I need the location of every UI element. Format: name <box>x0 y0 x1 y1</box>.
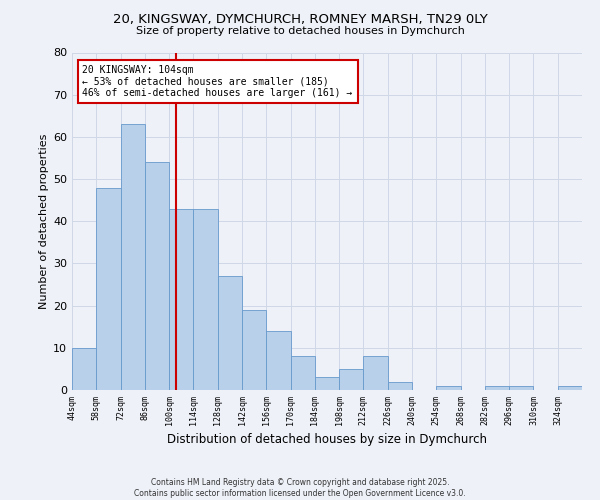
Bar <box>169 208 193 390</box>
Bar <box>145 162 169 390</box>
Bar <box>485 386 509 390</box>
Bar <box>121 124 145 390</box>
Bar <box>242 310 266 390</box>
Bar <box>558 386 582 390</box>
Bar <box>364 356 388 390</box>
Text: 20, KINGSWAY, DYMCHURCH, ROMNEY MARSH, TN29 0LY: 20, KINGSWAY, DYMCHURCH, ROMNEY MARSH, T… <box>113 12 487 26</box>
X-axis label: Distribution of detached houses by size in Dymchurch: Distribution of detached houses by size … <box>167 433 487 446</box>
Bar <box>509 386 533 390</box>
Bar <box>72 348 96 390</box>
Text: Size of property relative to detached houses in Dymchurch: Size of property relative to detached ho… <box>136 26 464 36</box>
Text: 20 KINGSWAY: 104sqm
← 53% of detached houses are smaller (185)
46% of semi-detac: 20 KINGSWAY: 104sqm ← 53% of detached ho… <box>82 65 353 98</box>
Bar <box>315 378 339 390</box>
Bar <box>218 276 242 390</box>
Bar <box>266 331 290 390</box>
Bar <box>339 369 364 390</box>
Bar <box>290 356 315 390</box>
Bar <box>96 188 121 390</box>
Bar <box>436 386 461 390</box>
Y-axis label: Number of detached properties: Number of detached properties <box>39 134 49 309</box>
Text: Contains HM Land Registry data © Crown copyright and database right 2025.
Contai: Contains HM Land Registry data © Crown c… <box>134 478 466 498</box>
Bar <box>193 208 218 390</box>
Bar <box>388 382 412 390</box>
